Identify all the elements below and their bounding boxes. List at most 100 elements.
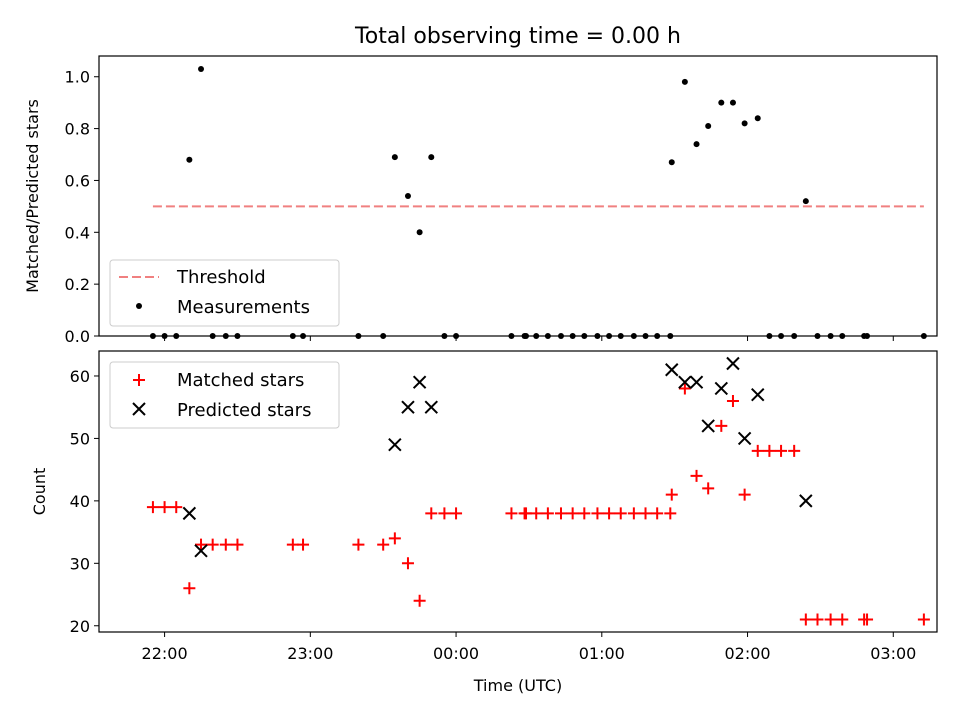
y-tick-label: 20 bbox=[70, 617, 90, 636]
data-point bbox=[627, 507, 640, 520]
data-point bbox=[541, 507, 554, 520]
data-point bbox=[751, 388, 765, 402]
y-tick-label: 0.6 bbox=[65, 171, 90, 190]
legend-matched-label: Matched stars bbox=[177, 370, 304, 391]
data-point bbox=[591, 507, 604, 520]
ratio-panel: 0.0 0.2 0.4 0.6 0.8 1.0 Matched/Predicted star… bbox=[23, 55, 938, 346]
data-point bbox=[603, 507, 616, 520]
data-point bbox=[665, 488, 678, 501]
data-point bbox=[416, 229, 423, 236]
data-point bbox=[146, 501, 159, 514]
y-axis-label: Matched/Predicted stars bbox=[23, 99, 42, 293]
data-point bbox=[726, 356, 740, 371]
legend-measurements-swatch bbox=[136, 303, 142, 309]
data-point bbox=[391, 154, 398, 161]
data-point bbox=[738, 488, 751, 501]
data-point bbox=[195, 538, 208, 551]
legend-measurements-label: Measurements bbox=[177, 297, 310, 318]
data-point bbox=[566, 507, 579, 520]
data-point bbox=[297, 538, 310, 551]
data-point bbox=[799, 494, 813, 508]
data-point bbox=[714, 381, 729, 396]
data-point bbox=[737, 431, 752, 446]
data-point bbox=[286, 538, 299, 551]
data-point bbox=[438, 507, 451, 520]
data-point bbox=[401, 400, 415, 414]
data-point bbox=[678, 382, 691, 395]
data-point bbox=[413, 594, 426, 607]
legend-predicted-label: Predicted stars bbox=[177, 400, 311, 421]
series-predicted-stars bbox=[182, 356, 813, 558]
data-point bbox=[170, 501, 183, 514]
data-point bbox=[702, 482, 715, 495]
legend: Matched stars Predicted stars bbox=[109, 361, 340, 429]
data-point bbox=[404, 193, 411, 199]
data-point bbox=[206, 538, 219, 551]
data-point bbox=[668, 159, 675, 166]
legend-box bbox=[109, 259, 340, 327]
x-tick-label: 01:00 bbox=[579, 644, 625, 663]
data-point bbox=[693, 141, 700, 148]
data-point bbox=[678, 375, 692, 389]
data-point bbox=[799, 613, 812, 626]
data-point bbox=[741, 120, 748, 127]
data-point bbox=[377, 538, 390, 551]
y-tick-label: 0.2 bbox=[65, 275, 90, 294]
data-point bbox=[690, 469, 703, 482]
data-point bbox=[651, 507, 664, 520]
legend-box bbox=[109, 361, 340, 429]
data-point bbox=[425, 507, 438, 520]
data-point bbox=[352, 538, 365, 551]
data-point bbox=[388, 437, 402, 452]
x-tick-label: 22:00 bbox=[142, 644, 188, 663]
y-tick-label: 60 bbox=[70, 367, 90, 386]
y-tick-label: 40 bbox=[70, 492, 90, 511]
data-point bbox=[401, 557, 414, 570]
data-point bbox=[726, 394, 739, 407]
data-point bbox=[681, 78, 688, 85]
legend-matched-swatch bbox=[133, 374, 145, 386]
data-point bbox=[701, 419, 715, 433]
y-tick-label: 0.0 bbox=[65, 327, 90, 346]
data-point bbox=[751, 444, 764, 457]
data-point bbox=[530, 507, 543, 520]
data-point bbox=[665, 363, 679, 377]
data-point bbox=[705, 123, 712, 129]
data-point bbox=[412, 375, 427, 389]
data-point bbox=[715, 419, 728, 432]
data-point bbox=[763, 444, 776, 457]
legend-predicted-swatch bbox=[132, 402, 146, 416]
data-point bbox=[520, 507, 533, 520]
legend: Threshold Measurements bbox=[109, 259, 340, 327]
data-point bbox=[505, 507, 518, 520]
data-point bbox=[428, 154, 435, 161]
data-point bbox=[388, 532, 401, 545]
chart-title: Total observing time = 0.00 h bbox=[354, 24, 681, 49]
plot-frame bbox=[98, 350, 938, 633]
x-tick-label: 03:00 bbox=[870, 644, 916, 663]
data-point bbox=[219, 538, 232, 551]
data-point bbox=[182, 506, 197, 521]
data-point bbox=[802, 198, 809, 205]
data-point bbox=[689, 375, 704, 389]
data-point bbox=[198, 65, 205, 72]
legend-threshold-label: Threshold bbox=[176, 267, 266, 288]
data-point bbox=[917, 613, 930, 626]
data-point bbox=[183, 582, 196, 595]
data-point bbox=[158, 501, 171, 514]
series-matched-stars bbox=[146, 382, 930, 626]
x-axis-label: Time (UTC) bbox=[473, 676, 562, 695]
data-point bbox=[424, 400, 438, 414]
y-tick-label: 50 bbox=[70, 429, 90, 448]
data-point bbox=[614, 507, 627, 520]
data-point bbox=[775, 444, 788, 457]
data-point bbox=[861, 613, 874, 626]
x-tick-label: 23:00 bbox=[287, 644, 333, 663]
data-point bbox=[664, 507, 677, 520]
x-tick-label: 00:00 bbox=[433, 644, 479, 663]
x-tick-label: 02:00 bbox=[724, 644, 770, 663]
y-tick-label: 0.8 bbox=[65, 120, 90, 139]
data-point bbox=[554, 507, 567, 520]
data-point bbox=[729, 99, 736, 106]
